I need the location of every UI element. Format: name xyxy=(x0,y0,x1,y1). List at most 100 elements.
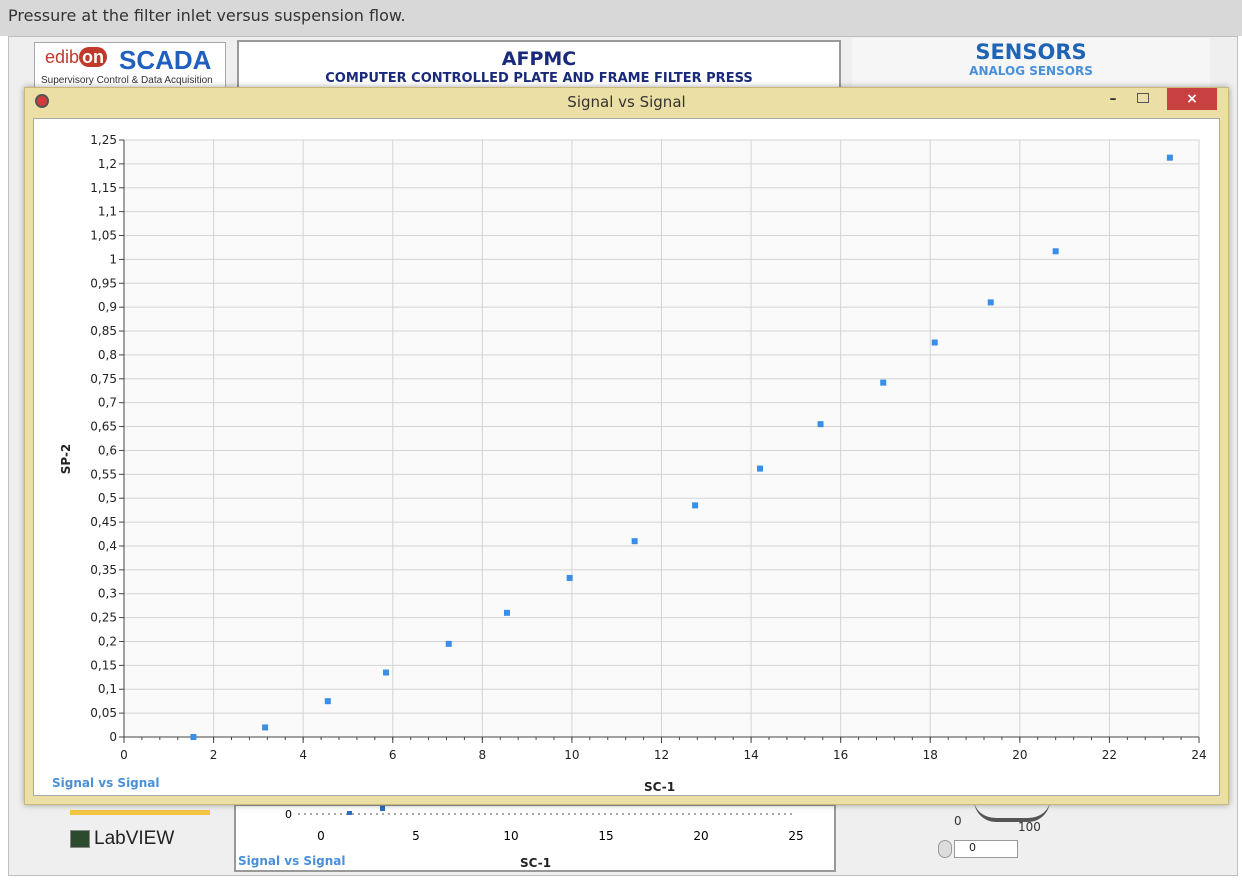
y-tick-label: 0,05 xyxy=(90,706,117,720)
data-point xyxy=(566,574,573,581)
mini-data-point xyxy=(380,806,385,811)
background-signal-graph: 0 0 5 10 15 20 25 Signal vs Signal SC-1 xyxy=(234,804,836,872)
data-point xyxy=(987,299,994,306)
y-tick-label: 1,05 xyxy=(90,229,117,243)
x-tick-label: 0 xyxy=(120,748,128,762)
data-point xyxy=(817,421,824,428)
knob-max-label: 100 xyxy=(1018,820,1041,834)
y-tick-label: 1 xyxy=(109,252,117,266)
x-tick-label: 6 xyxy=(389,748,397,762)
mini-x-tick: 25 xyxy=(788,829,803,843)
y-tick-label: 0,95 xyxy=(90,276,117,290)
plot-legend[interactable]: Signal vs Signal xyxy=(52,776,160,790)
x-axis-ticks: 0 2 4 6 8 10 12 14 16 18 20 22 24 xyxy=(120,736,1207,762)
data-point xyxy=(262,724,269,731)
scada-logo-text: SCADA xyxy=(119,45,212,75)
background-graph-legend: Signal vs Signal xyxy=(238,854,346,868)
x-tick-label: 22 xyxy=(1102,748,1117,762)
y-tick-label: 0,75 xyxy=(90,372,117,386)
plot-grid xyxy=(123,139,1200,738)
x-tick-label: 2 xyxy=(210,748,218,762)
x-tick-label: 10 xyxy=(564,748,579,762)
maximize-button[interactable] xyxy=(1129,88,1157,110)
signal-vs-signal-window: Signal vs Signal – × 0 0,05 0,1 0,15 0,2 0,25… xyxy=(24,87,1229,805)
mini-x-tick: 20 xyxy=(693,829,708,843)
x-tick-label: 20 xyxy=(1012,748,1027,762)
knob-spinner-icon[interactable] xyxy=(938,840,952,858)
x-tick-label: 24 xyxy=(1191,748,1206,762)
data-point xyxy=(631,538,638,545)
edibon-logo-on: on xyxy=(79,47,108,67)
y-tick-label: 0,3 xyxy=(98,587,117,601)
y-tick-label: 0,65 xyxy=(90,420,117,434)
edibon-logo: edib on xyxy=(45,47,108,68)
knob-min-label: 0 xyxy=(954,814,962,828)
scada-logo-subtitle: Supervisory Control & Data Acquisition xyxy=(41,75,213,86)
y-tick-label: 1,1 xyxy=(98,205,117,219)
analog-sensors-tab[interactable]: ANALOG SENSORS xyxy=(969,64,1093,78)
x-axis-label: SC-1 xyxy=(644,780,676,794)
y-tick-label: 0,9 xyxy=(98,300,117,314)
y-tick-label: 1,15 xyxy=(90,181,117,195)
app-subtitle: COMPUTER CONTROLLED PLATE AND FRAME FILT… xyxy=(325,71,753,86)
mini-y-tick: 0 xyxy=(285,808,292,821)
y-tick-label: 0,8 xyxy=(98,348,117,362)
window-title: Signal vs Signal xyxy=(567,93,686,111)
edibon-logo-edib: edib xyxy=(45,47,80,67)
data-point xyxy=(880,379,887,386)
y-axis-label: SP-2 xyxy=(59,444,73,475)
sensors-title[interactable]: SENSORS xyxy=(975,40,1087,64)
mini-x-tick: 0 xyxy=(317,829,325,843)
labview-logo-text: LabVIEW xyxy=(94,828,175,849)
y-tick-label: 0,6 xyxy=(98,443,117,457)
data-points xyxy=(190,154,1173,740)
y-tick-label: 0,45 xyxy=(90,515,117,529)
y-tick-label: 0,55 xyxy=(90,467,117,481)
data-point xyxy=(445,640,452,647)
close-button[interactable]: × xyxy=(1167,88,1217,110)
y-tick-label: 0,4 xyxy=(98,539,117,553)
app-title-panel: AFPMC COMPUTER CONTROLLED PLATE AND FRAM… xyxy=(237,40,841,92)
y-tick-label: 0,15 xyxy=(90,658,117,672)
data-point xyxy=(383,669,390,676)
labview-icon xyxy=(70,829,90,848)
x-tick-label: 8 xyxy=(479,748,487,762)
data-point xyxy=(324,698,331,705)
y-tick-label: 1,25 xyxy=(90,133,117,147)
y-tick-label: 0,85 xyxy=(90,324,117,338)
graph-client-area: 0 0,05 0,1 0,15 0,2 0,25 0,3 0,35 0,4 0,45 0,5 0,55… xyxy=(33,118,1220,796)
background-graph-svg: 0 0 5 10 15 20 25 xyxy=(285,806,804,843)
x-tick-label: 18 xyxy=(923,748,938,762)
x-tick-label: 16 xyxy=(833,748,848,762)
minimize-button[interactable]: – xyxy=(1109,91,1117,107)
y-tick-label: 1,2 xyxy=(98,157,117,171)
background-graph-xlabel: SC-1 xyxy=(520,856,552,870)
mini-x-tick: 15 xyxy=(598,829,613,843)
data-point xyxy=(1052,248,1059,255)
scatter-plot[interactable]: 0 0,05 0,1 0,15 0,2 0,25 0,3 0,35 0,4 0,45 0,5 0,55… xyxy=(34,119,1219,795)
labview-logo-bar xyxy=(70,810,210,815)
y-tick-label: 0 xyxy=(109,730,117,744)
x-tick-label: 14 xyxy=(743,748,758,762)
flow-control-panel: 0 100 0 xyxy=(846,800,1230,874)
data-point xyxy=(692,502,699,509)
data-point xyxy=(757,465,764,472)
x-tick-label: 4 xyxy=(299,748,307,762)
flow-knob[interactable] xyxy=(974,800,1050,822)
data-point xyxy=(931,339,938,346)
maximize-icon xyxy=(1137,93,1149,103)
y-tick-label: 0,25 xyxy=(90,611,117,625)
sensors-panel: SENSORS ANALOG SENSORS xyxy=(852,38,1210,94)
x-tick-label: 12 xyxy=(654,748,669,762)
app-title: AFPMC xyxy=(501,48,577,70)
mini-data-point xyxy=(347,811,352,815)
figure-caption: Pressure at the filter inlet versus susp… xyxy=(0,0,1242,36)
data-point xyxy=(503,609,510,616)
labview-logo: LabVIEW xyxy=(70,828,174,850)
y-tick-label: 0,35 xyxy=(90,563,117,577)
y-tick-label: 0,5 xyxy=(98,491,117,505)
edibon-scada-logo: edib on SCADA Supervisory Control & Data … xyxy=(34,42,226,90)
labview-window-icon xyxy=(35,94,49,108)
knob-value-input[interactable]: 0 xyxy=(954,840,1018,858)
y-axis-ticks: 0 0,05 0,1 0,15 0,2 0,25 0,3 0,35 0,4 0,45 0,5 0,55… xyxy=(90,133,125,744)
